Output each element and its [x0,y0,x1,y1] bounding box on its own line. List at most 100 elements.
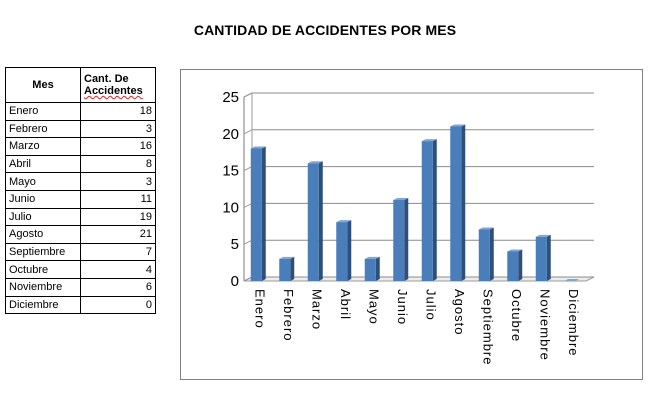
x-category-label: Febrero [281,289,296,342]
bar-julio [421,139,437,281]
table-cell-cant: 6 [80,277,156,297]
table-cell-cant: 4 [80,260,156,279]
bar-front [307,163,319,281]
gridline-depth [243,276,253,282]
bar-chart: 0 5 10 15 20 25 Enero Febrero Marzo Abril Mayo Juni… [180,69,643,380]
x-category-label: Diciembre [566,289,581,357]
bar-side [432,139,437,281]
table-cell-cant: 3 [80,172,156,191]
bar-marzo [307,161,323,281]
table-header-row: Mes Cant. De Accidentes [5,67,156,103]
gridline-depth [243,202,253,208]
table-row: Agosto 21 [5,225,156,244]
bar-noviembre [535,234,551,281]
bar-mayo [364,256,380,281]
table-cell-mes: Junio [5,189,81,209]
bar-top [336,220,352,223]
y-tick-label: 15 [222,163,239,180]
bar-side [375,256,380,281]
header-cant-word: Cant. [84,73,112,85]
bar-side [290,256,295,281]
table-cell-cant: 8 [80,154,156,174]
y-tick-label: 20 [222,126,239,143]
gridline-depth [243,166,253,172]
table-row: Julio 19 [5,207,156,227]
table-row: Marzo 16 [5,137,156,156]
bar-chart-svg: 0 5 10 15 20 25 Enero Febrero Marzo Abril Mayo Juni… [222,89,595,365]
bar-top [364,256,380,259]
bar-front [250,148,262,281]
table-cell-mes: Agosto [5,225,81,244]
bar-front [279,258,291,281]
bar-top [478,227,494,230]
page-title: CANTIDAD DE ACCIDENTES POR MES [193,22,457,38]
table-body: Enero 18 Febrero 3 Marzo 16 Abril 8 Mayo 3 Junio 11… [5,102,156,315]
x-category-label: Octubre [509,289,524,342]
bar-top [250,146,266,149]
y-tick-label: 10 [222,199,239,216]
accidents-table: Mes Cant. De Accidentes Enero 18 Febrero 3 M… [5,67,156,315]
table-cell-cant: 21 [80,225,156,244]
bar-top [450,124,466,127]
bar-septiembre [478,227,494,281]
bar-abril [336,220,352,281]
table-cell-mes: Julio [5,207,81,227]
bar-front [478,229,490,281]
bar-front [336,222,348,281]
gridline-depth [243,129,253,135]
bar-junio [393,198,409,281]
table-cell-mes: Enero [5,102,81,121]
x-category-label: Junio [395,289,410,325]
table-cell-mes: Marzo [5,137,81,156]
bar-side [489,227,494,281]
bar-febrero [279,256,295,281]
bar-top [535,234,551,237]
x-category-label: Septiembre [480,289,495,365]
table-cell-cant: 7 [80,242,156,262]
header-mes: Mes [5,67,81,103]
bar-enero [250,146,266,281]
x-category-label: Marzo [309,289,324,330]
header-de-word: De [114,73,129,85]
bar-top [507,249,523,252]
table-row: Diciembre 0 [5,295,156,315]
bar-octubre [507,249,523,281]
table-cell-mes: Septiembre [5,242,81,262]
bar-front [364,258,376,281]
bar-top [307,161,323,164]
table-row: Octubre 4 [5,260,156,279]
table-cell-mes: Abril [5,154,81,174]
x-category-label: Mayo [366,289,381,325]
x-category-label: Enero [252,289,267,329]
y-tick-label: 25 [222,89,239,106]
y-tick-label: 5 [231,236,239,253]
table-cell-cant: 16 [80,137,156,156]
header-accidentes-word: Accidentes [84,85,143,97]
table-cell-mes: Mayo [5,172,81,191]
y-tick-label: 0 [231,273,239,290]
gridline-depth [243,92,253,98]
bar-diciembre [564,279,580,281]
gridline-depth [243,239,253,245]
x-category-label: Julio [423,289,438,321]
bar-agosto [450,124,466,281]
table-row: Enero 18 [5,102,156,121]
x-category-label: Noviembre [537,289,552,361]
table-row: Junio 11 [5,189,156,209]
bar-side [404,198,409,281]
table-cell-mes: Febrero [5,119,81,139]
table-row: Febrero 3 [5,119,156,139]
table-cell-mes: Octubre [5,260,81,279]
bar-side [546,234,551,281]
bar-top [564,279,580,281]
bar-side [461,124,466,281]
table-cell-cant: 11 [80,189,156,209]
x-category-label: Abril [338,289,353,320]
bar-top [421,139,437,142]
table-cell-cant: 3 [80,119,156,139]
table-row: Noviembre 6 [5,277,156,297]
bar-front [535,236,547,281]
table-cell-mes: Noviembre [5,277,81,297]
table-cell-mes: Diciembre [5,295,81,315]
table-row: Abril 8 [5,154,156,174]
